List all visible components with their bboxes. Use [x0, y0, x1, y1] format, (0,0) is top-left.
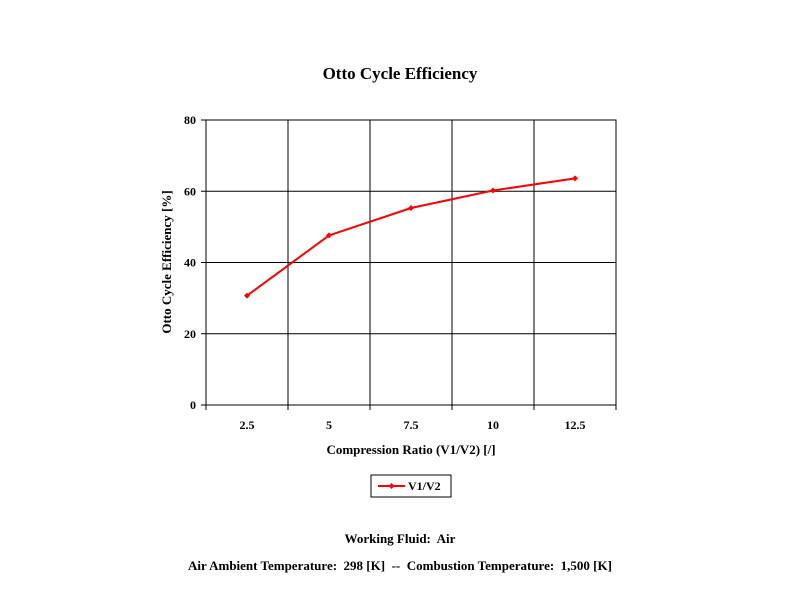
series-layer	[244, 175, 578, 299]
legend: V1/V2	[370, 474, 452, 498]
y-tick-label: 60	[184, 184, 196, 198]
y-tick-label: 80	[184, 113, 196, 127]
x-tick-label: 7.5	[404, 418, 419, 432]
x-axis-ticks: 2.5 5 7.5 10 12.5	[205, 405, 617, 432]
legend-box	[370, 474, 452, 498]
x-axis-label: Compression Ratio (V1/V2) [/]	[326, 442, 495, 457]
x-tick-label: 5	[326, 418, 332, 432]
data-point-marker	[572, 175, 578, 182]
temperature-note: Air Ambient Temperature: 298 [K] -- Comb…	[188, 558, 612, 573]
y-axis-label: Otto Cycle Efficiency [%]	[159, 190, 174, 333]
data-point-marker	[244, 292, 250, 299]
y-tick-label: 20	[184, 327, 196, 341]
x-tick-label: 12.5	[565, 418, 586, 432]
data-point-marker	[326, 232, 332, 239]
x-tick-label: 2.5	[240, 418, 255, 432]
data-point-marker	[490, 187, 496, 194]
x-tick-label: 10	[487, 418, 499, 432]
working-fluid-note: Working Fluid: Air	[344, 531, 456, 546]
chart-title: Otto Cycle Efficiency	[322, 64, 478, 83]
data-point-marker	[408, 204, 414, 211]
y-tick-label: 40	[184, 256, 196, 270]
legend-series-marker	[388, 483, 395, 489]
legend-series-label: V1/V2	[408, 479, 441, 493]
y-tick-label: 0	[190, 398, 196, 412]
grid-lines	[206, 120, 616, 405]
y-axis-ticks: 0 20 40 60 80	[184, 113, 206, 412]
series-line-v1-v2	[246, 177, 576, 297]
